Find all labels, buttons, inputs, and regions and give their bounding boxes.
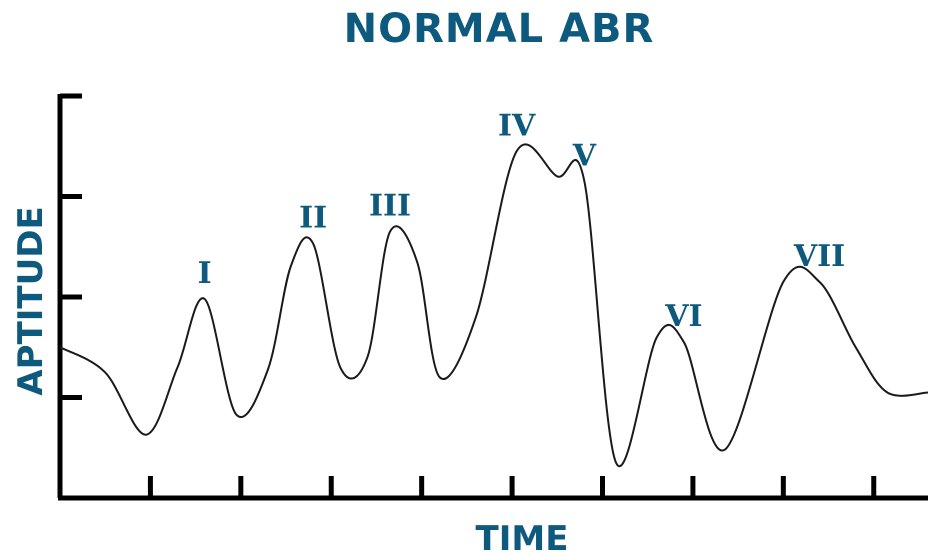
y-axis-title: APTITUDE (11, 206, 51, 395)
peak-label-v: V (572, 138, 597, 173)
peak-label-vii: VII (793, 239, 845, 274)
peak-label-i: I (198, 256, 212, 291)
axes (57, 93, 928, 501)
ticks (60, 194, 877, 498)
peak-label-iii: III (369, 189, 411, 224)
peak-label-iv: IV (498, 108, 536, 143)
x-axis-title: TIME (476, 519, 569, 554)
peak-label-vi: VI (664, 299, 702, 334)
chart-title: NORMAL ABR (343, 6, 655, 52)
abr-waveform-line (59, 143, 928, 468)
peak-label-ii: II (299, 201, 327, 236)
